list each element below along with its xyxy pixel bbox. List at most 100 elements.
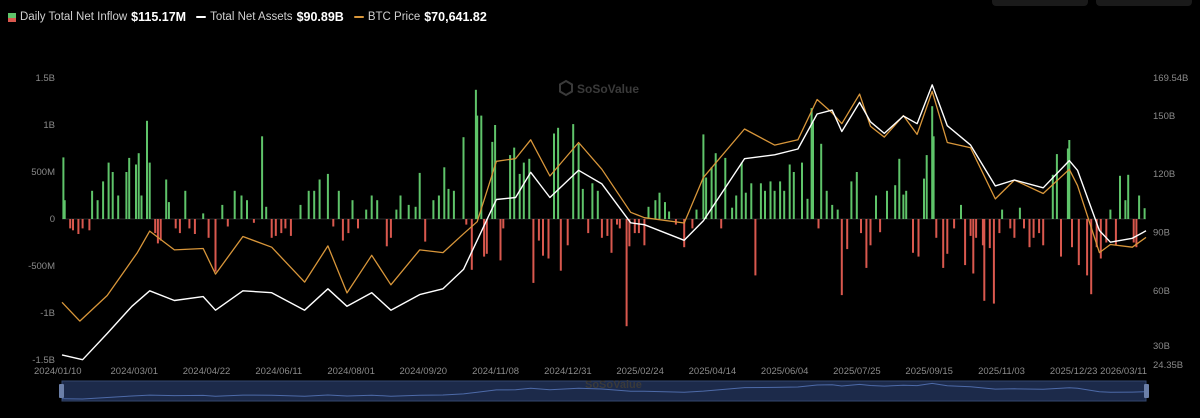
inflow-bar[interactable] bbox=[91, 190, 94, 219]
inflow-bar[interactable] bbox=[710, 167, 713, 219]
inflow-bar[interactable] bbox=[637, 219, 640, 234]
inflow-bar[interactable] bbox=[432, 200, 435, 219]
inflow-bar[interactable] bbox=[714, 153, 717, 219]
inflow-bar[interactable] bbox=[779, 181, 782, 219]
inflow-bar[interactable] bbox=[1086, 219, 1089, 276]
inflow-bar[interactable] bbox=[1109, 209, 1112, 219]
inflow-bar[interactable] bbox=[265, 206, 268, 219]
navigator-left-handle[interactable] bbox=[59, 384, 64, 398]
inflow-bar[interactable] bbox=[600, 219, 603, 238]
inflow-bar[interactable] bbox=[744, 192, 747, 219]
inflow-bar[interactable] bbox=[810, 108, 813, 219]
inflow-bar[interactable] bbox=[480, 115, 483, 219]
inflow-bar[interactable] bbox=[820, 143, 823, 219]
inflow-bar[interactable] bbox=[886, 190, 888, 219]
inflow-bar[interactable] bbox=[668, 211, 671, 220]
inflow-bar[interactable] bbox=[69, 219, 72, 229]
inflow-bar[interactable] bbox=[1127, 174, 1130, 219]
inflow-bar[interactable] bbox=[846, 219, 849, 250]
inflow-bar[interactable] bbox=[1077, 219, 1080, 266]
inflow-bar[interactable] bbox=[518, 173, 521, 219]
inflow-bar[interactable] bbox=[289, 219, 292, 236]
inflow-bar[interactable] bbox=[606, 219, 609, 236]
inflow-bar[interactable] bbox=[1060, 219, 1062, 257]
inflow-bar[interactable] bbox=[77, 219, 80, 234]
inflow-bar[interactable] bbox=[806, 198, 809, 219]
inflow-bar[interactable] bbox=[572, 124, 575, 219]
inflow-bar[interactable] bbox=[581, 188, 584, 219]
inflow-bar[interactable] bbox=[1071, 219, 1073, 248]
inflow-bar[interactable] bbox=[942, 219, 945, 268]
inflow-bar[interactable] bbox=[494, 125, 497, 219]
inflow-bar[interactable] bbox=[566, 219, 569, 246]
inflow-bar[interactable] bbox=[691, 219, 694, 229]
inflow-bar[interactable] bbox=[1099, 219, 1102, 259]
range-button[interactable] bbox=[992, 0, 1088, 6]
inflow-bar[interactable] bbox=[788, 164, 791, 220]
inflow-bar[interactable] bbox=[474, 89, 477, 220]
inflow-bar[interactable] bbox=[513, 147, 516, 219]
inflow-bar[interactable] bbox=[923, 178, 925, 219]
inflow-bar[interactable] bbox=[135, 164, 137, 220]
inflow-bar[interactable] bbox=[337, 190, 340, 219]
inflow-bar[interactable] bbox=[470, 219, 473, 270]
inflow-bar[interactable] bbox=[773, 190, 776, 219]
inflow-bar[interactable] bbox=[1132, 219, 1135, 243]
inflow-bar[interactable] bbox=[117, 195, 120, 220]
inflow-bar[interactable] bbox=[925, 155, 928, 219]
inflow-bar[interactable] bbox=[476, 115, 479, 219]
inflow-bar[interactable] bbox=[812, 122, 814, 219]
inflow-bar[interactable] bbox=[240, 195, 243, 220]
inflow-bar[interactable] bbox=[418, 172, 421, 219]
inflow-bar[interactable] bbox=[801, 162, 803, 219]
inflow-bar[interactable] bbox=[395, 209, 398, 219]
inflow-bar[interactable] bbox=[988, 219, 991, 249]
inflow-bar[interactable] bbox=[969, 219, 972, 236]
inflow-bar[interactable] bbox=[836, 209, 839, 219]
inflow-bar[interactable] bbox=[465, 219, 468, 225]
inflow-bar[interactable] bbox=[1114, 219, 1117, 246]
legend-item-inflow[interactable]: Daily Total Net Inflow $115.17M bbox=[8, 10, 186, 24]
inflow-bar[interactable] bbox=[184, 190, 187, 219]
inflow-bar[interactable] bbox=[193, 219, 196, 234]
inflow-bar[interactable] bbox=[357, 219, 359, 229]
inflow-bar[interactable] bbox=[72, 219, 74, 231]
inflow-bar[interactable] bbox=[998, 219, 1001, 234]
inflow-bar[interactable] bbox=[905, 190, 908, 219]
inflow-bar[interactable] bbox=[125, 172, 128, 219]
inflow-bar[interactable] bbox=[616, 219, 618, 225]
inflow-bar[interactable] bbox=[975, 219, 978, 238]
inflow-bar[interactable] bbox=[654, 200, 657, 219]
inflow-bar[interactable] bbox=[720, 219, 723, 229]
inflow-bar[interactable] bbox=[591, 183, 594, 219]
inflow-bar[interactable] bbox=[1055, 154, 1058, 219]
inflow-bar[interactable] bbox=[491, 141, 494, 219]
inflow-bar[interactable] bbox=[840, 219, 843, 296]
inflow-bar[interactable] bbox=[683, 219, 686, 248]
inflow-bar[interactable] bbox=[610, 219, 613, 253]
inflow-bar[interactable] bbox=[792, 172, 795, 219]
inflow-bar[interactable] bbox=[102, 181, 105, 219]
inflow-bar[interactable] bbox=[376, 200, 379, 219]
inflow-bar[interactable] bbox=[596, 190, 599, 219]
inflow-bar[interactable] bbox=[557, 127, 560, 219]
inflow-bar[interactable] bbox=[1066, 148, 1069, 220]
inflow-bar[interactable] bbox=[953, 219, 956, 229]
inflow-bar[interactable] bbox=[351, 200, 354, 219]
inflow-bar[interactable] bbox=[485, 219, 488, 254]
inflow-bar[interactable] bbox=[633, 219, 636, 234]
inflow-bar[interactable] bbox=[81, 219, 84, 229]
inflow-bar[interactable] bbox=[831, 204, 834, 219]
inflow-bar[interactable] bbox=[252, 219, 255, 223]
inflow-bar[interactable] bbox=[547, 219, 550, 259]
inflow-bar[interactable] bbox=[769, 181, 772, 219]
inflow-bar[interactable] bbox=[128, 157, 131, 219]
inflow-bar[interactable] bbox=[156, 219, 159, 244]
inflow-bar[interactable] bbox=[850, 181, 853, 219]
inflow-bar[interactable] bbox=[1090, 219, 1093, 295]
inflow-bar[interactable] bbox=[148, 162, 151, 219]
inflow-bar[interactable] bbox=[912, 219, 914, 253]
inflow-bar[interactable] bbox=[146, 120, 148, 219]
inflow-bar[interactable] bbox=[318, 179, 321, 220]
inflow-bar[interactable] bbox=[559, 219, 562, 271]
